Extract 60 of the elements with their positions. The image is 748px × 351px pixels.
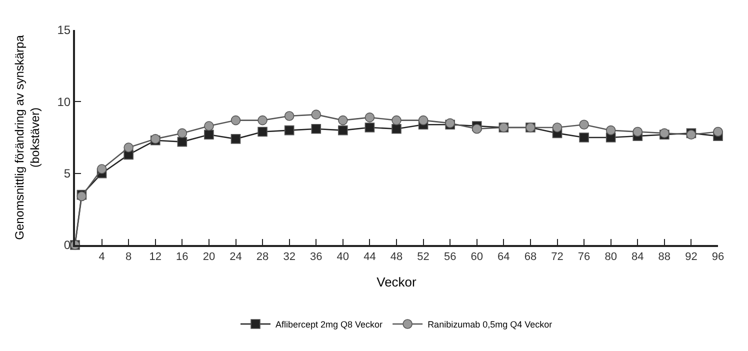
point (258, 115, 268, 126)
x-tick-label: 64 (498, 251, 510, 264)
x-tick-label: 80 (604, 251, 617, 264)
x-tick-label: 60 (470, 251, 484, 264)
x-tick-label: 92 (685, 251, 698, 264)
point (472, 124, 482, 134)
point (204, 130, 214, 140)
x-tick-label: 4 (98, 251, 105, 264)
point (579, 132, 589, 142)
point (338, 115, 348, 126)
x-tick-label: 96 (712, 251, 724, 264)
point (204, 121, 214, 131)
point (632, 126, 643, 137)
x-tick-label: 36 (310, 251, 322, 264)
point (124, 142, 134, 152)
point (311, 124, 322, 134)
point (338, 125, 348, 136)
legend-label: Aflibercept 2mg Q8 Veckor (276, 320, 383, 330)
x-tick-label: 28 (256, 251, 269, 264)
x-tick-label: 40 (336, 251, 350, 264)
x-tick-label: 32 (283, 251, 296, 264)
y-tick-label: 15 (57, 23, 71, 38)
x-tick-label: 24 (230, 251, 242, 264)
x-tick-label: 48 (390, 251, 403, 264)
x-tick-label: 12 (149, 251, 162, 264)
x-tick-label: 76 (578, 251, 590, 264)
x-tick-label: 16 (176, 251, 188, 264)
y-tick-label: 0 (64, 238, 71, 252)
point (392, 115, 402, 126)
point (284, 111, 294, 121)
point (177, 128, 188, 138)
point (579, 120, 589, 130)
point (552, 122, 562, 132)
point (258, 126, 268, 137)
y-tick-label: 10 (57, 94, 71, 109)
point (364, 112, 375, 122)
x-tick-label: 20 (202, 251, 216, 264)
x-tick-label: 52 (417, 251, 430, 264)
point (96, 164, 107, 174)
point (392, 124, 402, 134)
point (713, 126, 723, 137)
x-tick-label: 72 (551, 251, 564, 264)
point (311, 110, 322, 120)
x-tick-label: 88 (658, 251, 671, 264)
point (177, 136, 188, 147)
x-tick-label: 56 (444, 251, 456, 264)
point (230, 134, 241, 144)
point (284, 125, 294, 136)
x-tick-label: 84 (632, 251, 644, 264)
point (418, 115, 428, 126)
point (230, 115, 241, 126)
point (364, 122, 375, 132)
x-tick-label: 44 (364, 251, 376, 264)
x-tick-label: 68 (524, 251, 537, 264)
point (606, 125, 616, 136)
x-axis-title: Veckor (376, 274, 418, 290)
y-axis-title: Genomsnittlig förändring av synskärpa (bokstäver) (12, 34, 42, 240)
x-tick-label: 8 (126, 251, 132, 264)
legend-label: Ranibizumab 0,5mg Q4 Veckor (428, 320, 552, 330)
y-tick-label: 5 (64, 166, 71, 181)
